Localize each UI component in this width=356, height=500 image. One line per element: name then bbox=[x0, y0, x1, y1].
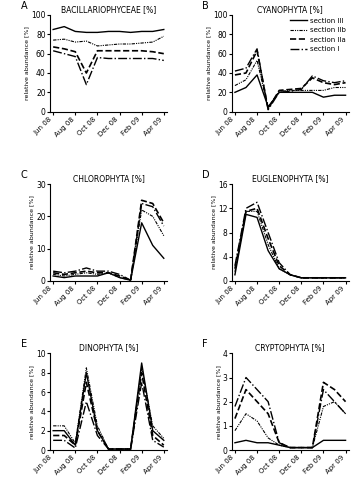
Text: A: A bbox=[21, 1, 27, 11]
Y-axis label: relative abundance [%]: relative abundance [%] bbox=[206, 26, 211, 101]
Y-axis label: relative abundance [%]: relative abundance [%] bbox=[25, 26, 30, 101]
Y-axis label: relative abundance [%]: relative abundance [%] bbox=[216, 364, 221, 438]
Text: B: B bbox=[202, 1, 209, 11]
Text: F: F bbox=[202, 340, 208, 349]
Text: D: D bbox=[202, 170, 210, 180]
Y-axis label: relative abundance [%]: relative abundance [%] bbox=[30, 364, 35, 438]
Text: E: E bbox=[21, 340, 27, 349]
Text: C: C bbox=[21, 170, 27, 180]
Title: CHLOROPHYTA [%]: CHLOROPHYTA [%] bbox=[73, 174, 145, 184]
Legend: section III, section IIb, section IIa, section I: section III, section IIb, section IIa, s… bbox=[289, 16, 347, 54]
Title: CYANOPHYTA [%]: CYANOPHYTA [%] bbox=[257, 5, 323, 14]
Y-axis label: relative abundance [%]: relative abundance [%] bbox=[30, 196, 35, 270]
Title: EUGLENOPHYTA [%]: EUGLENOPHYTA [%] bbox=[252, 174, 329, 184]
Title: DINOPHYTA [%]: DINOPHYTA [%] bbox=[79, 344, 138, 352]
Title: CRYPTOPHYTA [%]: CRYPTOPHYTA [%] bbox=[256, 344, 325, 352]
Y-axis label: relative abundance [%]: relative abundance [%] bbox=[211, 196, 216, 270]
Title: BACILLARIOPHYCEAE [%]: BACILLARIOPHYCEAE [%] bbox=[61, 5, 156, 14]
